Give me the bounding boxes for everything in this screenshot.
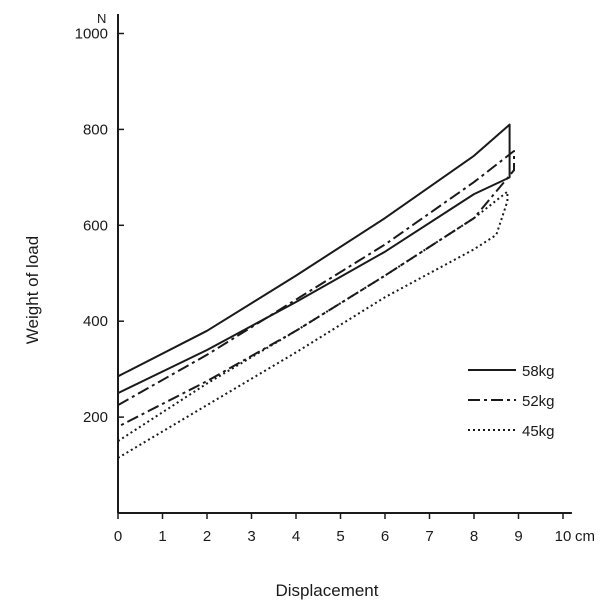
legend-label-45kg: 45kg <box>522 423 555 440</box>
x-tick-label: 6 <box>381 528 389 545</box>
series-line-52kg <box>117 150 515 428</box>
x-tick-label: 4 <box>292 528 300 545</box>
x-tick-label: 8 <box>470 528 478 545</box>
x-tick-label: 3 <box>247 528 255 545</box>
series-group <box>117 123 515 459</box>
y-unit-label: N <box>97 11 106 26</box>
x-unit-label: cm <box>575 528 595 545</box>
ticks: 0 1 2 3 4 5 6 7 8 9 10 200 400 600 800 1000 <box>75 26 572 546</box>
y-tick-label: 800 <box>83 121 108 138</box>
y-tick-label: 400 <box>83 313 108 330</box>
x-tick-label: 5 <box>336 528 344 545</box>
series-line-58kg <box>117 123 511 395</box>
y-axis-title: Weight of load <box>23 236 42 344</box>
y-tick-label: 600 <box>83 217 108 234</box>
series-line-45kg <box>117 190 509 459</box>
x-axis-title: Displacement <box>276 581 379 600</box>
x-tick-label: 10 <box>555 528 572 545</box>
legend: 58kg 52kg 45kg <box>468 363 555 440</box>
x-tick-label: 7 <box>425 528 433 545</box>
legend-label-52kg: 52kg <box>522 393 555 410</box>
y-tick-label: 1000 <box>75 26 108 43</box>
x-tick-label: 0 <box>114 528 122 545</box>
axes <box>117 14 572 514</box>
x-tick-label: 1 <box>158 528 166 545</box>
legend-label-58kg: 58kg <box>522 363 555 380</box>
x-tick-label: 9 <box>514 528 522 545</box>
y-tick-label: 200 <box>83 409 108 426</box>
x-tick-label: 2 <box>203 528 211 545</box>
